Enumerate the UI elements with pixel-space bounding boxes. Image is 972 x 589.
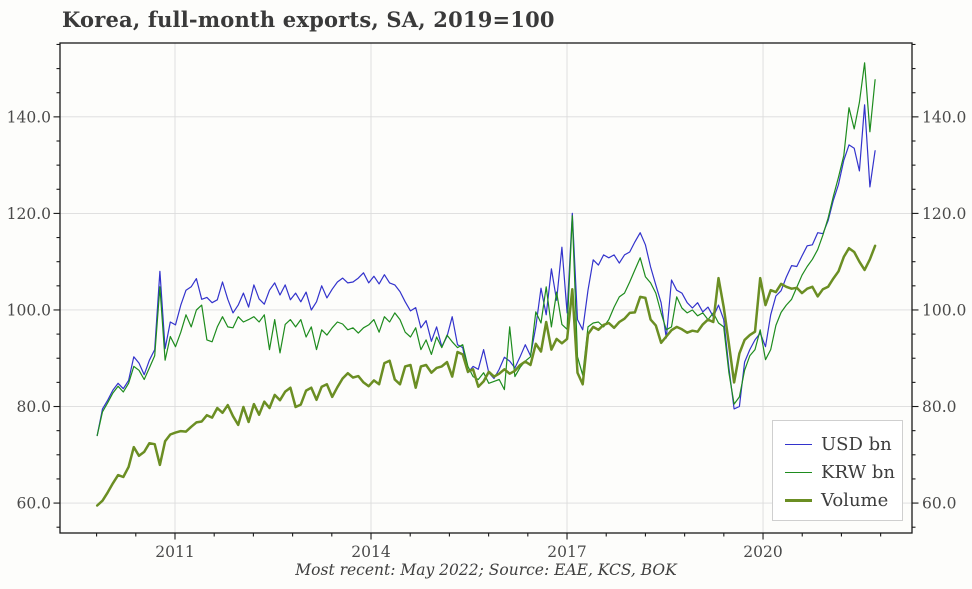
x-tick-label: 2017 (547, 543, 586, 561)
chart-title: Korea, full-month exports, SA, 2019=100 (62, 7, 555, 32)
source-note: Most recent: May 2022; Source: EAE, KCS,… (295, 561, 677, 579)
series-line-volume (95, 244, 877, 507)
y-tick-label-right: 120.0 (922, 205, 966, 223)
axis-ticks (53, 43, 919, 540)
legend-label-volume: Volume (821, 489, 889, 511)
legend-label-usd: USD bn (821, 433, 892, 455)
x-tick-label: 2011 (155, 543, 194, 561)
legend-line-usd-icon (785, 443, 812, 445)
series-line-krw-bn (96, 62, 876, 437)
legend-label-krw: KRW bn (821, 461, 895, 483)
series-lines (95, 62, 877, 507)
legend-line-krw-icon (785, 471, 812, 473)
x-tick-label: 2014 (351, 543, 391, 561)
y-tick-label-left: 120.0 (7, 205, 51, 223)
legend-entry-krw: KRW bn (785, 458, 902, 486)
legend-entry-usd: USD bn (785, 430, 902, 458)
y-tick-label-right: 140.0 (922, 108, 966, 126)
y-tick-label-left: 80.0 (16, 398, 51, 416)
axes-frame (59, 42, 913, 534)
tick-labels: 60.0 60.0 80.0 80.0 100.0 100.0 120.0 120.0 140.… (7, 108, 967, 561)
y-tick-label-right: 60.0 (922, 495, 957, 513)
legend-line-volume-icon (785, 498, 812, 502)
x-tick-label: 2020 (743, 543, 782, 561)
y-tick-label-right: 80.0 (922, 398, 957, 416)
series-line-usd-bn (96, 104, 876, 437)
y-tick-label-left: 100.0 (7, 301, 51, 319)
chart-legend: USD bn KRW bn Volume (772, 420, 903, 521)
y-tick-label-left: 140.0 (7, 108, 51, 126)
legend-entry-volume: Volume (785, 486, 902, 514)
y-tick-label-right: 100.0 (922, 301, 966, 319)
y-tick-label-left: 60.0 (16, 495, 51, 513)
